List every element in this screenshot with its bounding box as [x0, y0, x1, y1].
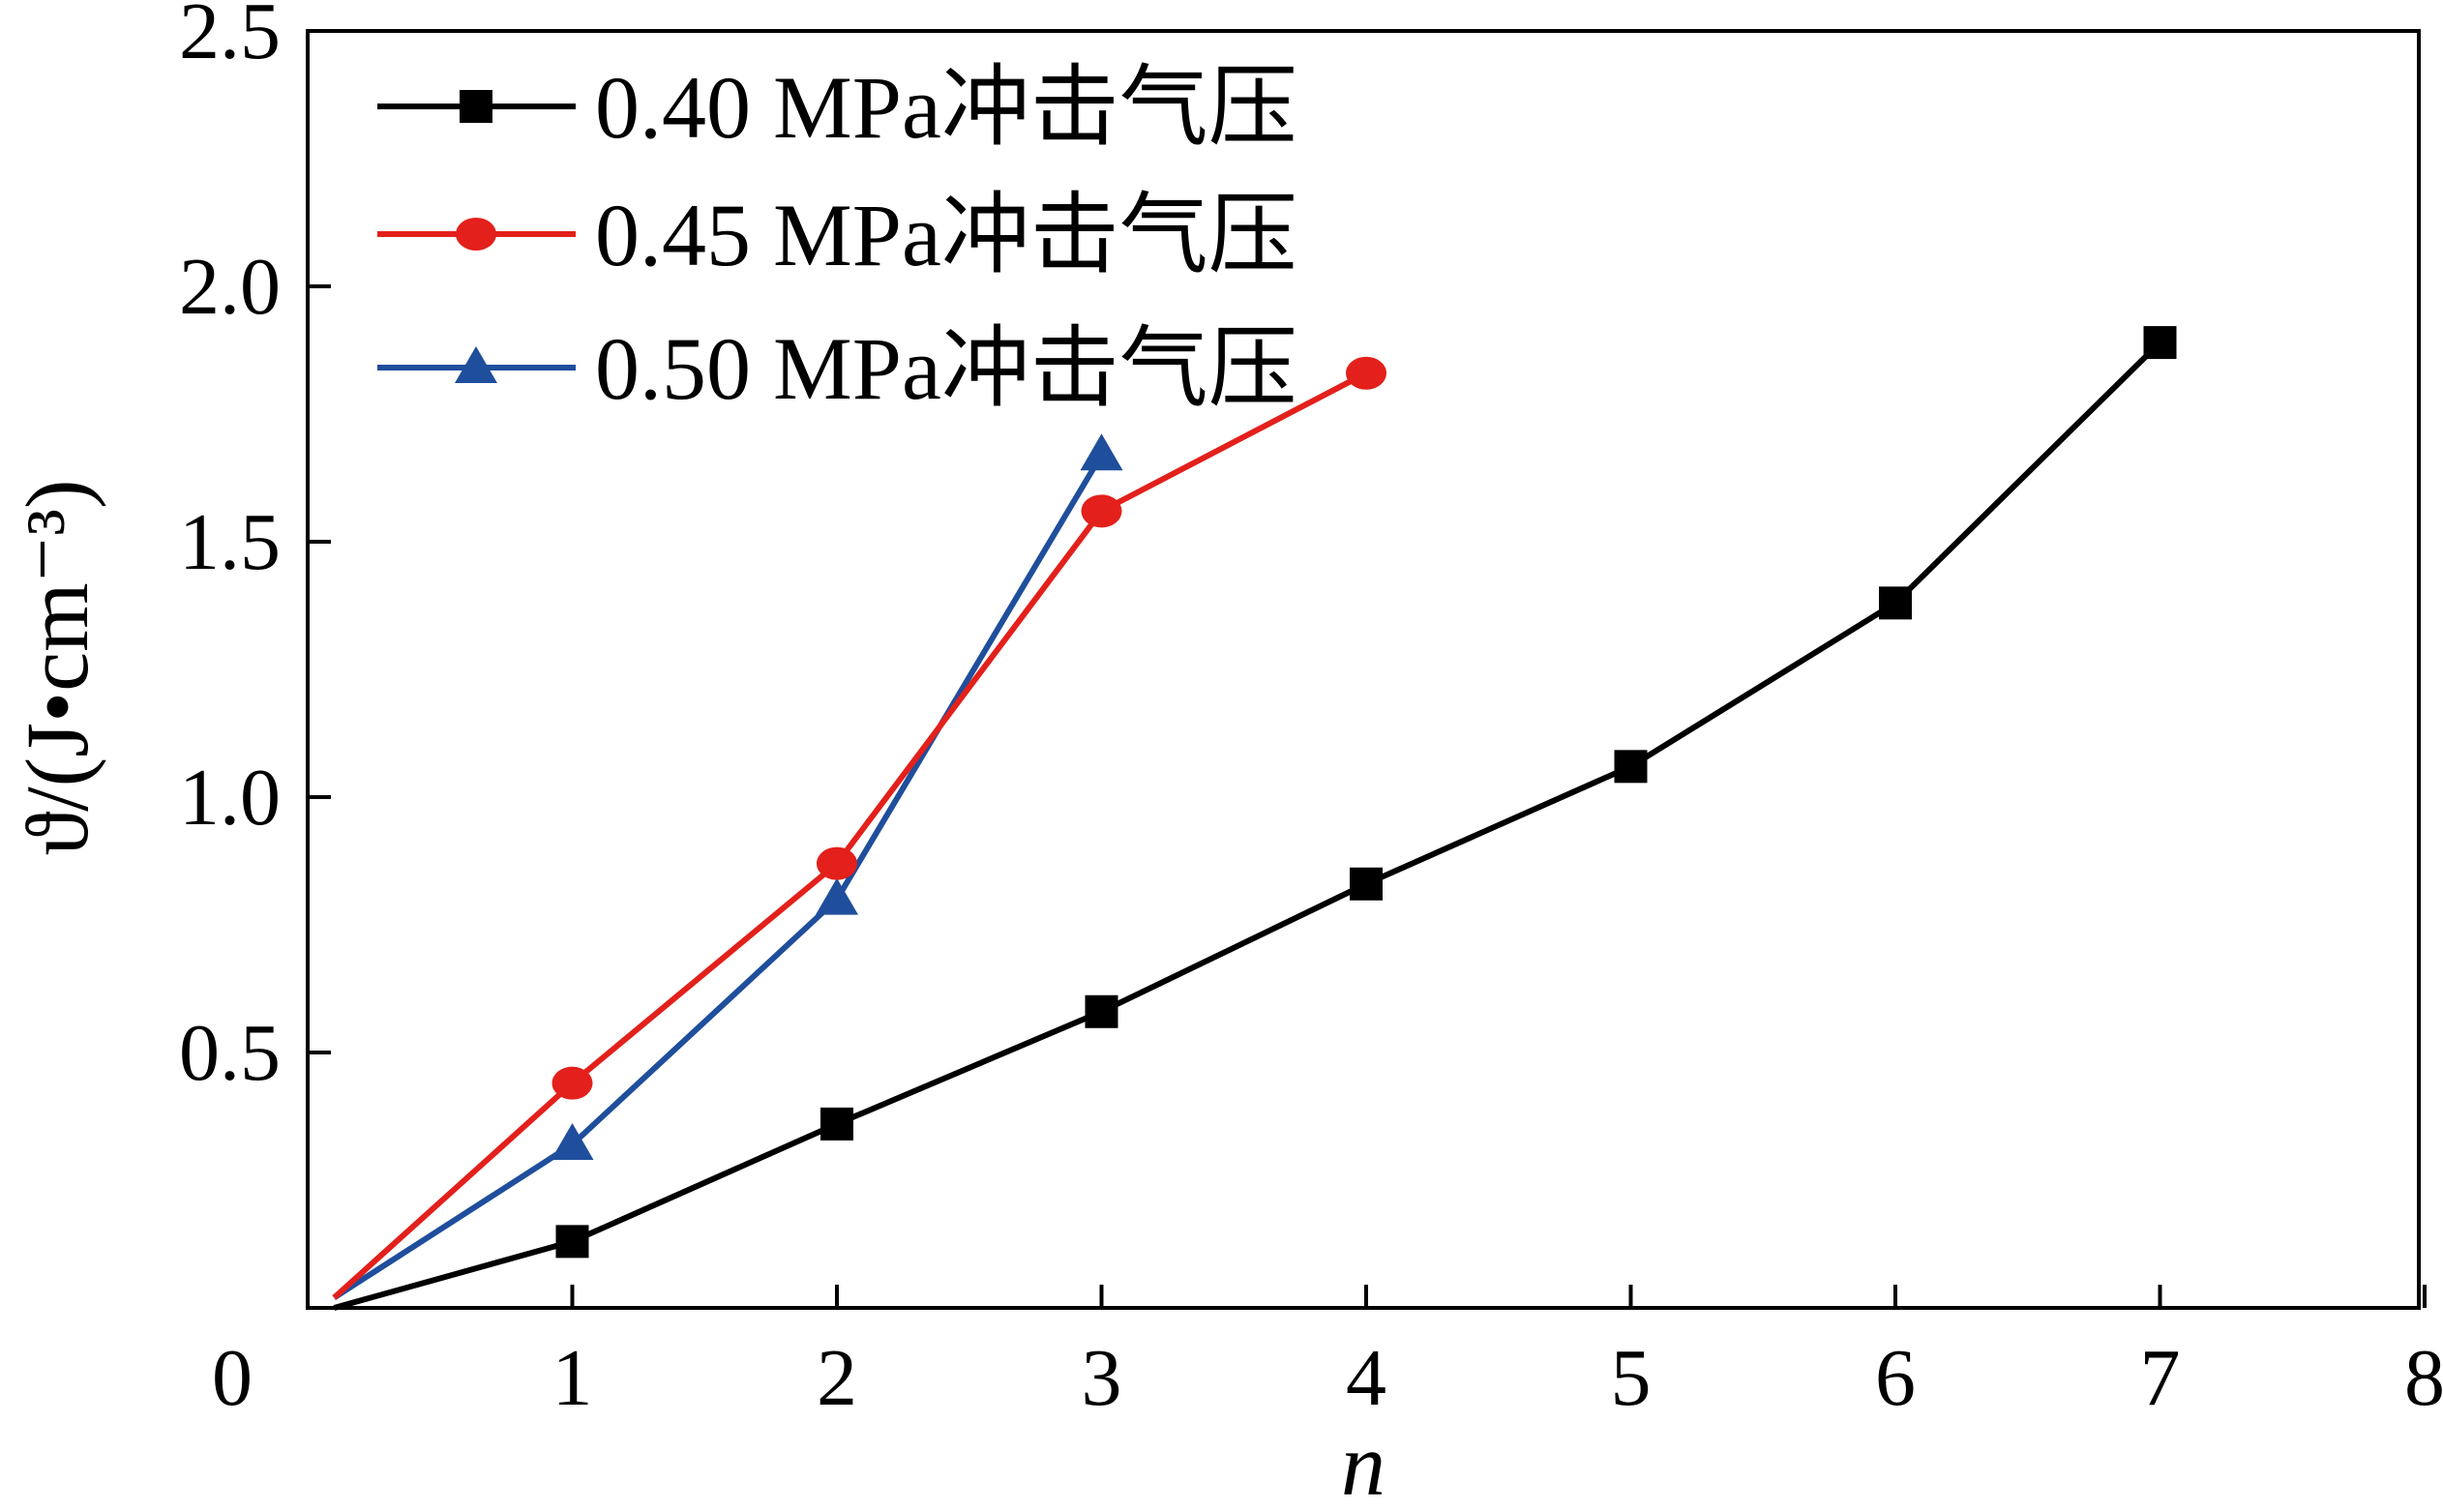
x-tick-label: 4: [1346, 1333, 1386, 1423]
legend-item: 0.45 MPa冲击气压: [377, 186, 1297, 284]
data-point: [1080, 433, 1123, 471]
legend-marker: [456, 218, 496, 251]
data-point: [1081, 494, 1122, 528]
legend-label: 0.40 MPa冲击气压: [595, 58, 1297, 157]
data-point: [1879, 586, 1912, 620]
data-point: [1085, 994, 1118, 1028]
y-axis-ticks: 0.5 1.0 1.5 2.0 2.5: [179, 0, 331, 1098]
legend-marker: [460, 90, 492, 123]
x-axis-title: n: [1341, 1415, 1385, 1512]
y-tick-label: 2.0: [179, 242, 281, 332]
x-tick-label: 5: [1611, 1333, 1652, 1423]
data-point: [555, 1225, 589, 1259]
data-point: [817, 846, 857, 880]
data-point: [820, 1107, 853, 1141]
data-point: [551, 1066, 593, 1100]
x-tick-label: 6: [1875, 1333, 1916, 1423]
x-tick-label: 1: [552, 1333, 593, 1423]
y-axis-title: ϑ/(J•cm⁻³): [8, 480, 106, 856]
series-line: [333, 340, 2162, 1311]
x-tick-label: 8: [2404, 1333, 2443, 1423]
data-point: [551, 1123, 594, 1161]
data-point: [1614, 750, 1648, 784]
x-tick-label-origin: 0: [212, 1333, 253, 1423]
legend-label: 0.50 MPa冲击气压: [595, 319, 1297, 418]
legend-marker: [455, 346, 497, 383]
data-point: [1346, 356, 1386, 390]
x-axis-ticks: 0 1 2 3 4 5 6 7 8: [212, 1285, 2443, 1423]
series-layer: [332, 326, 2177, 1311]
legend: 0.40 MPa冲击气压 0.45 MPa冲击气压 0.50 MPa冲击气压: [377, 58, 1297, 418]
series-circle: [332, 356, 1386, 1300]
y-tick-label: 1.5: [179, 497, 281, 587]
plot-frame: [306, 29, 2421, 1310]
x-tick-label: 2: [817, 1333, 857, 1423]
x-tick-label: 3: [1082, 1333, 1122, 1423]
series-square: [333, 326, 2177, 1311]
legend-item: 0.40 MPa冲击气压: [377, 58, 1297, 157]
series-line: [332, 453, 1105, 1300]
y-tick-label: 2.5: [179, 0, 281, 76]
data-point: [816, 877, 858, 915]
series-line: [332, 371, 1368, 1300]
data-point: [2143, 326, 2177, 360]
legend-item: 0.50 MPa冲击气压: [377, 319, 1297, 418]
legend-label: 0.45 MPa冲击气压: [595, 186, 1297, 284]
series-triangle: [332, 433, 1123, 1300]
data-point: [1350, 867, 1383, 901]
y-tick-label: 0.5: [179, 1008, 281, 1098]
x-tick-label: 7: [2140, 1333, 2181, 1423]
y-tick-label: 1.0: [179, 753, 281, 843]
